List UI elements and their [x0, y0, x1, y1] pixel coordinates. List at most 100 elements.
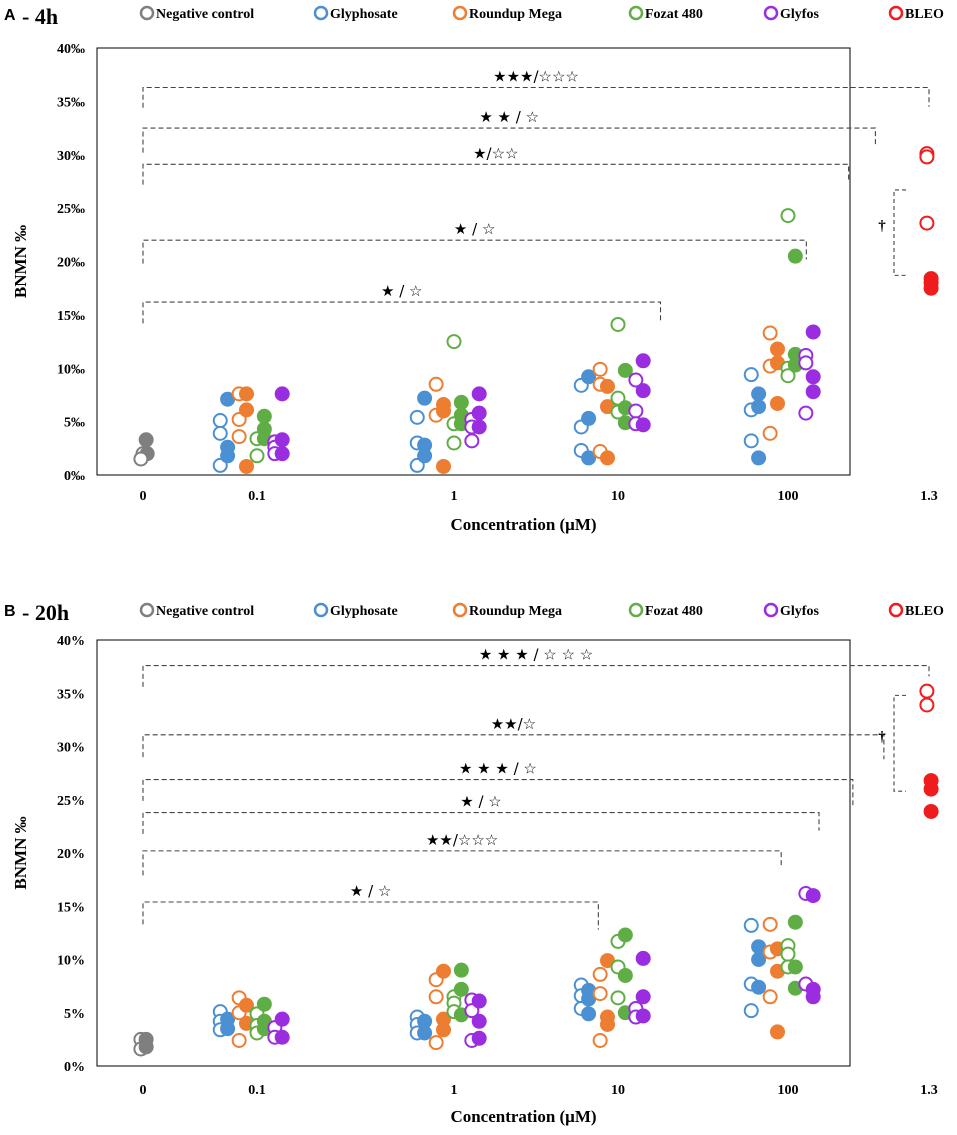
data-point — [471, 419, 487, 435]
data-point — [751, 450, 767, 466]
data-point — [274, 1029, 290, 1045]
y-tick-label: 10‰ — [57, 362, 85, 377]
y-tick-label: 0‰ — [64, 469, 85, 484]
legend-entry: Roundup Mega — [469, 7, 562, 22]
significance-label: ★ / ☆ — [454, 220, 495, 238]
data-point — [805, 888, 821, 904]
data-point — [770, 1024, 785, 1040]
legend-marker — [313, 5, 329, 21]
data-point — [464, 1003, 480, 1019]
data-point — [743, 433, 759, 449]
legend-marker — [888, 5, 904, 21]
data-point — [805, 384, 821, 400]
legend-marker — [628, 602, 644, 618]
data-point — [453, 394, 469, 410]
x-axis-title: Concentration (μM) — [450, 515, 596, 534]
legend-marker — [888, 602, 904, 618]
data-point — [600, 953, 615, 969]
data-point — [635, 989, 651, 1005]
significance-label: ★ / ☆ — [460, 793, 501, 811]
y-tick-label: 20% — [57, 847, 85, 862]
data-point — [770, 341, 785, 357]
significance-label: ★★/☆ — [491, 715, 536, 733]
x-tick-label: 1.3 — [920, 489, 938, 504]
data-point — [239, 997, 254, 1013]
y-tick-label: 5% — [64, 1007, 85, 1022]
y-tick-label: 15‰ — [57, 309, 85, 324]
data-point — [446, 334, 462, 350]
plot-frame — [96, 47, 851, 476]
y-tick-label: 20‰ — [57, 256, 85, 271]
data-point — [231, 1032, 247, 1048]
data-point — [417, 390, 433, 406]
data-point — [617, 967, 633, 983]
data-point — [635, 383, 651, 399]
legend-entry: Fozat 480 — [645, 7, 703, 22]
data-point — [471, 386, 487, 402]
data-point — [239, 402, 254, 418]
data-point — [464, 433, 480, 449]
panel-title: - 4h — [22, 4, 58, 29]
data-point — [471, 993, 487, 1009]
data-point — [256, 408, 272, 424]
data-point — [610, 990, 626, 1006]
significance-bracket — [142, 850, 782, 876]
legend-marker — [452, 602, 468, 618]
legend-entry: Roundup Mega — [469, 604, 562, 619]
data-point — [581, 1006, 597, 1022]
legend-entry: Negative control — [156, 604, 254, 619]
data-point — [133, 451, 149, 467]
dagger-label: † — [878, 729, 886, 745]
data-point — [600, 450, 615, 466]
data-point — [274, 446, 290, 462]
data-point — [239, 458, 254, 474]
data-point — [787, 959, 803, 975]
dagger-bracket — [893, 189, 906, 276]
significance-label: ★ / ☆ — [381, 282, 422, 300]
data-point — [417, 448, 433, 464]
data-point — [436, 1022, 451, 1038]
y-tick-label: 35‰ — [57, 95, 85, 110]
data-point — [743, 367, 759, 383]
y-tick-label: 30‰ — [57, 149, 85, 164]
data-point — [780, 368, 796, 384]
data-point — [581, 450, 597, 466]
x-tick-label: 1 — [451, 489, 458, 504]
y-tick-label: 40% — [57, 634, 85, 649]
data-point — [256, 996, 272, 1012]
panel-A: A - 4h Negative control Glyphosate Roundup M… — [4, 4, 944, 534]
data-point — [628, 403, 644, 419]
data-point — [453, 962, 469, 978]
data-point — [919, 215, 935, 231]
legend-entry: Glyphosate — [330, 604, 398, 619]
panel-B: B - 20h Negative control Glyphosate Roundup … — [4, 600, 944, 1126]
data-point — [592, 361, 608, 377]
data-point — [780, 208, 796, 224]
x-tick-label: 1.3 — [920, 1083, 938, 1098]
data-point — [471, 405, 487, 421]
data-point — [446, 435, 462, 451]
x-axis-title: Concentration (μM) — [450, 1107, 596, 1126]
data-point — [428, 1035, 444, 1051]
significance-label: ★/☆☆ — [473, 144, 518, 162]
data-point — [751, 979, 767, 995]
legend-entry: Glyfos — [780, 7, 819, 22]
x-tick-label: 0.1 — [248, 1083, 266, 1098]
data-point — [274, 432, 290, 448]
data-point — [635, 353, 651, 369]
y-tick-label: 25% — [57, 794, 85, 809]
y-tick-label: 25‰ — [57, 202, 85, 217]
data-point — [138, 1039, 154, 1055]
data-point — [787, 248, 803, 264]
data-point — [751, 386, 767, 402]
data-point — [249, 448, 265, 464]
legend-entry: Glyphosate — [330, 7, 398, 22]
data-point — [471, 1030, 487, 1046]
legend-entry: Glyfos — [780, 604, 819, 619]
legend-marker — [452, 5, 468, 21]
significance-bracket — [142, 301, 662, 324]
data-point — [600, 378, 615, 394]
x-tick-label: 100 — [778, 1083, 799, 1098]
data-point — [617, 927, 633, 943]
data-point — [805, 369, 821, 385]
